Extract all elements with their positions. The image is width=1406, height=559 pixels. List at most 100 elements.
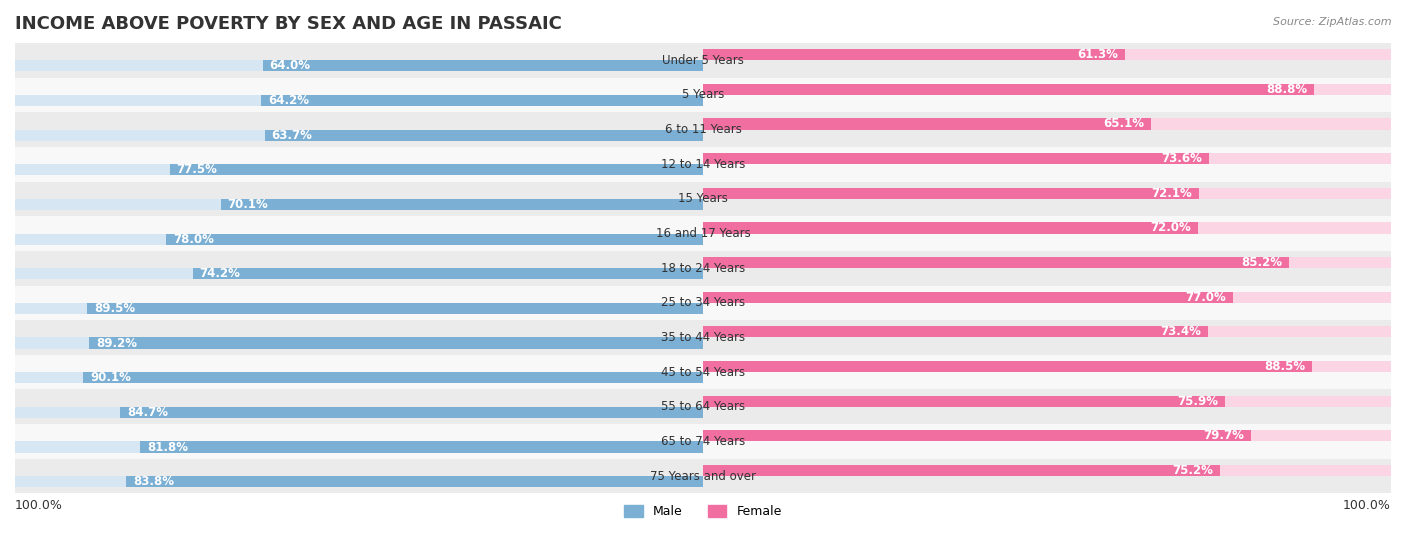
Text: Source: ZipAtlas.com: Source: ZipAtlas.com [1274,17,1392,27]
Bar [703,430,1251,442]
Text: 64.2%: 64.2% [269,94,309,107]
Bar [703,119,1391,130]
Text: 16 and 17 Years: 16 and 17 Years [655,227,751,240]
Bar [703,153,1391,164]
Text: 25 to 34 Years: 25 to 34 Years [661,296,745,309]
Bar [703,430,1391,442]
Text: 84.7%: 84.7% [127,406,169,419]
Bar [703,153,1209,164]
Bar [15,147,1391,182]
Text: 89.5%: 89.5% [94,302,135,315]
Bar [703,188,1199,199]
Text: 88.8%: 88.8% [1265,83,1308,96]
Bar [15,355,1391,390]
Bar [15,303,703,314]
Bar [166,234,703,245]
Bar [15,286,1391,320]
Bar [703,49,1125,60]
Bar [703,119,1152,130]
Bar [141,442,703,453]
Text: 78.0%: 78.0% [173,233,214,245]
Bar [15,320,1391,355]
Text: 64.0%: 64.0% [270,59,311,72]
Bar [15,164,703,176]
Text: 75 Years and over: 75 Years and over [650,470,756,482]
Bar [15,442,703,453]
Bar [15,78,1391,112]
Bar [263,60,703,72]
Bar [703,257,1391,268]
Text: 15 Years: 15 Years [678,192,728,205]
Bar [703,292,1391,303]
Bar [83,372,703,383]
Text: 75.2%: 75.2% [1173,464,1213,477]
Bar [703,396,1391,407]
Bar [15,390,1391,424]
Text: 61.3%: 61.3% [1077,48,1118,61]
Bar [170,164,703,176]
Bar [15,216,1391,251]
Bar [15,234,703,245]
Bar [703,188,1391,199]
Bar [15,95,703,106]
Text: 18 to 24 Years: 18 to 24 Years [661,262,745,274]
Text: 63.7%: 63.7% [271,129,312,141]
Bar [703,326,1208,338]
Bar [15,43,1391,78]
Bar [15,459,1391,494]
Text: 100.0%: 100.0% [1343,499,1391,511]
Bar [703,84,1391,95]
Text: 55 to 64 Years: 55 to 64 Years [661,400,745,413]
Bar [703,361,1312,372]
Bar [15,251,1391,286]
Bar [262,95,703,106]
Text: 6 to 11 Years: 6 to 11 Years [665,123,741,136]
Bar [193,268,703,280]
Bar [703,222,1391,234]
Bar [87,303,703,314]
Text: 89.2%: 89.2% [96,337,138,349]
Bar [15,199,703,210]
Text: 65 to 74 Years: 65 to 74 Years [661,435,745,448]
Text: 77.5%: 77.5% [177,163,218,176]
Bar [15,407,703,418]
Bar [703,361,1391,372]
Bar [15,130,703,141]
Text: 12 to 14 Years: 12 to 14 Years [661,158,745,170]
Text: 79.7%: 79.7% [1204,429,1244,442]
Text: 65.1%: 65.1% [1104,117,1144,130]
Text: 5 Years: 5 Years [682,88,724,101]
Text: 77.0%: 77.0% [1185,291,1226,304]
Text: INCOME ABOVE POVERTY BY SEX AND AGE IN PASSAIC: INCOME ABOVE POVERTY BY SEX AND AGE IN P… [15,15,562,33]
Text: 35 to 44 Years: 35 to 44 Years [661,331,745,344]
Text: 70.1%: 70.1% [228,198,269,211]
Text: 72.0%: 72.0% [1150,221,1191,234]
Bar [15,372,703,383]
Bar [15,268,703,280]
Text: 73.6%: 73.6% [1161,152,1202,165]
Bar [15,424,1391,459]
Bar [264,130,703,141]
Text: 83.8%: 83.8% [134,475,174,488]
Bar [127,476,703,487]
Bar [15,182,1391,216]
Bar [703,326,1391,338]
Bar [15,112,1391,147]
Text: 73.4%: 73.4% [1160,325,1201,338]
Bar [703,222,1198,234]
Text: 90.1%: 90.1% [90,371,131,384]
Bar [90,338,703,349]
Text: 72.1%: 72.1% [1152,187,1192,200]
Bar [703,292,1233,303]
Text: 81.8%: 81.8% [148,440,188,453]
Bar [15,338,703,349]
Bar [703,396,1225,407]
Bar [121,407,703,418]
Text: 75.9%: 75.9% [1177,395,1219,408]
Bar [703,465,1220,476]
Text: 85.2%: 85.2% [1241,256,1282,269]
Bar [703,465,1391,476]
Bar [221,199,703,210]
Legend: Male, Female: Male, Female [619,500,787,523]
Text: 45 to 54 Years: 45 to 54 Years [661,366,745,378]
